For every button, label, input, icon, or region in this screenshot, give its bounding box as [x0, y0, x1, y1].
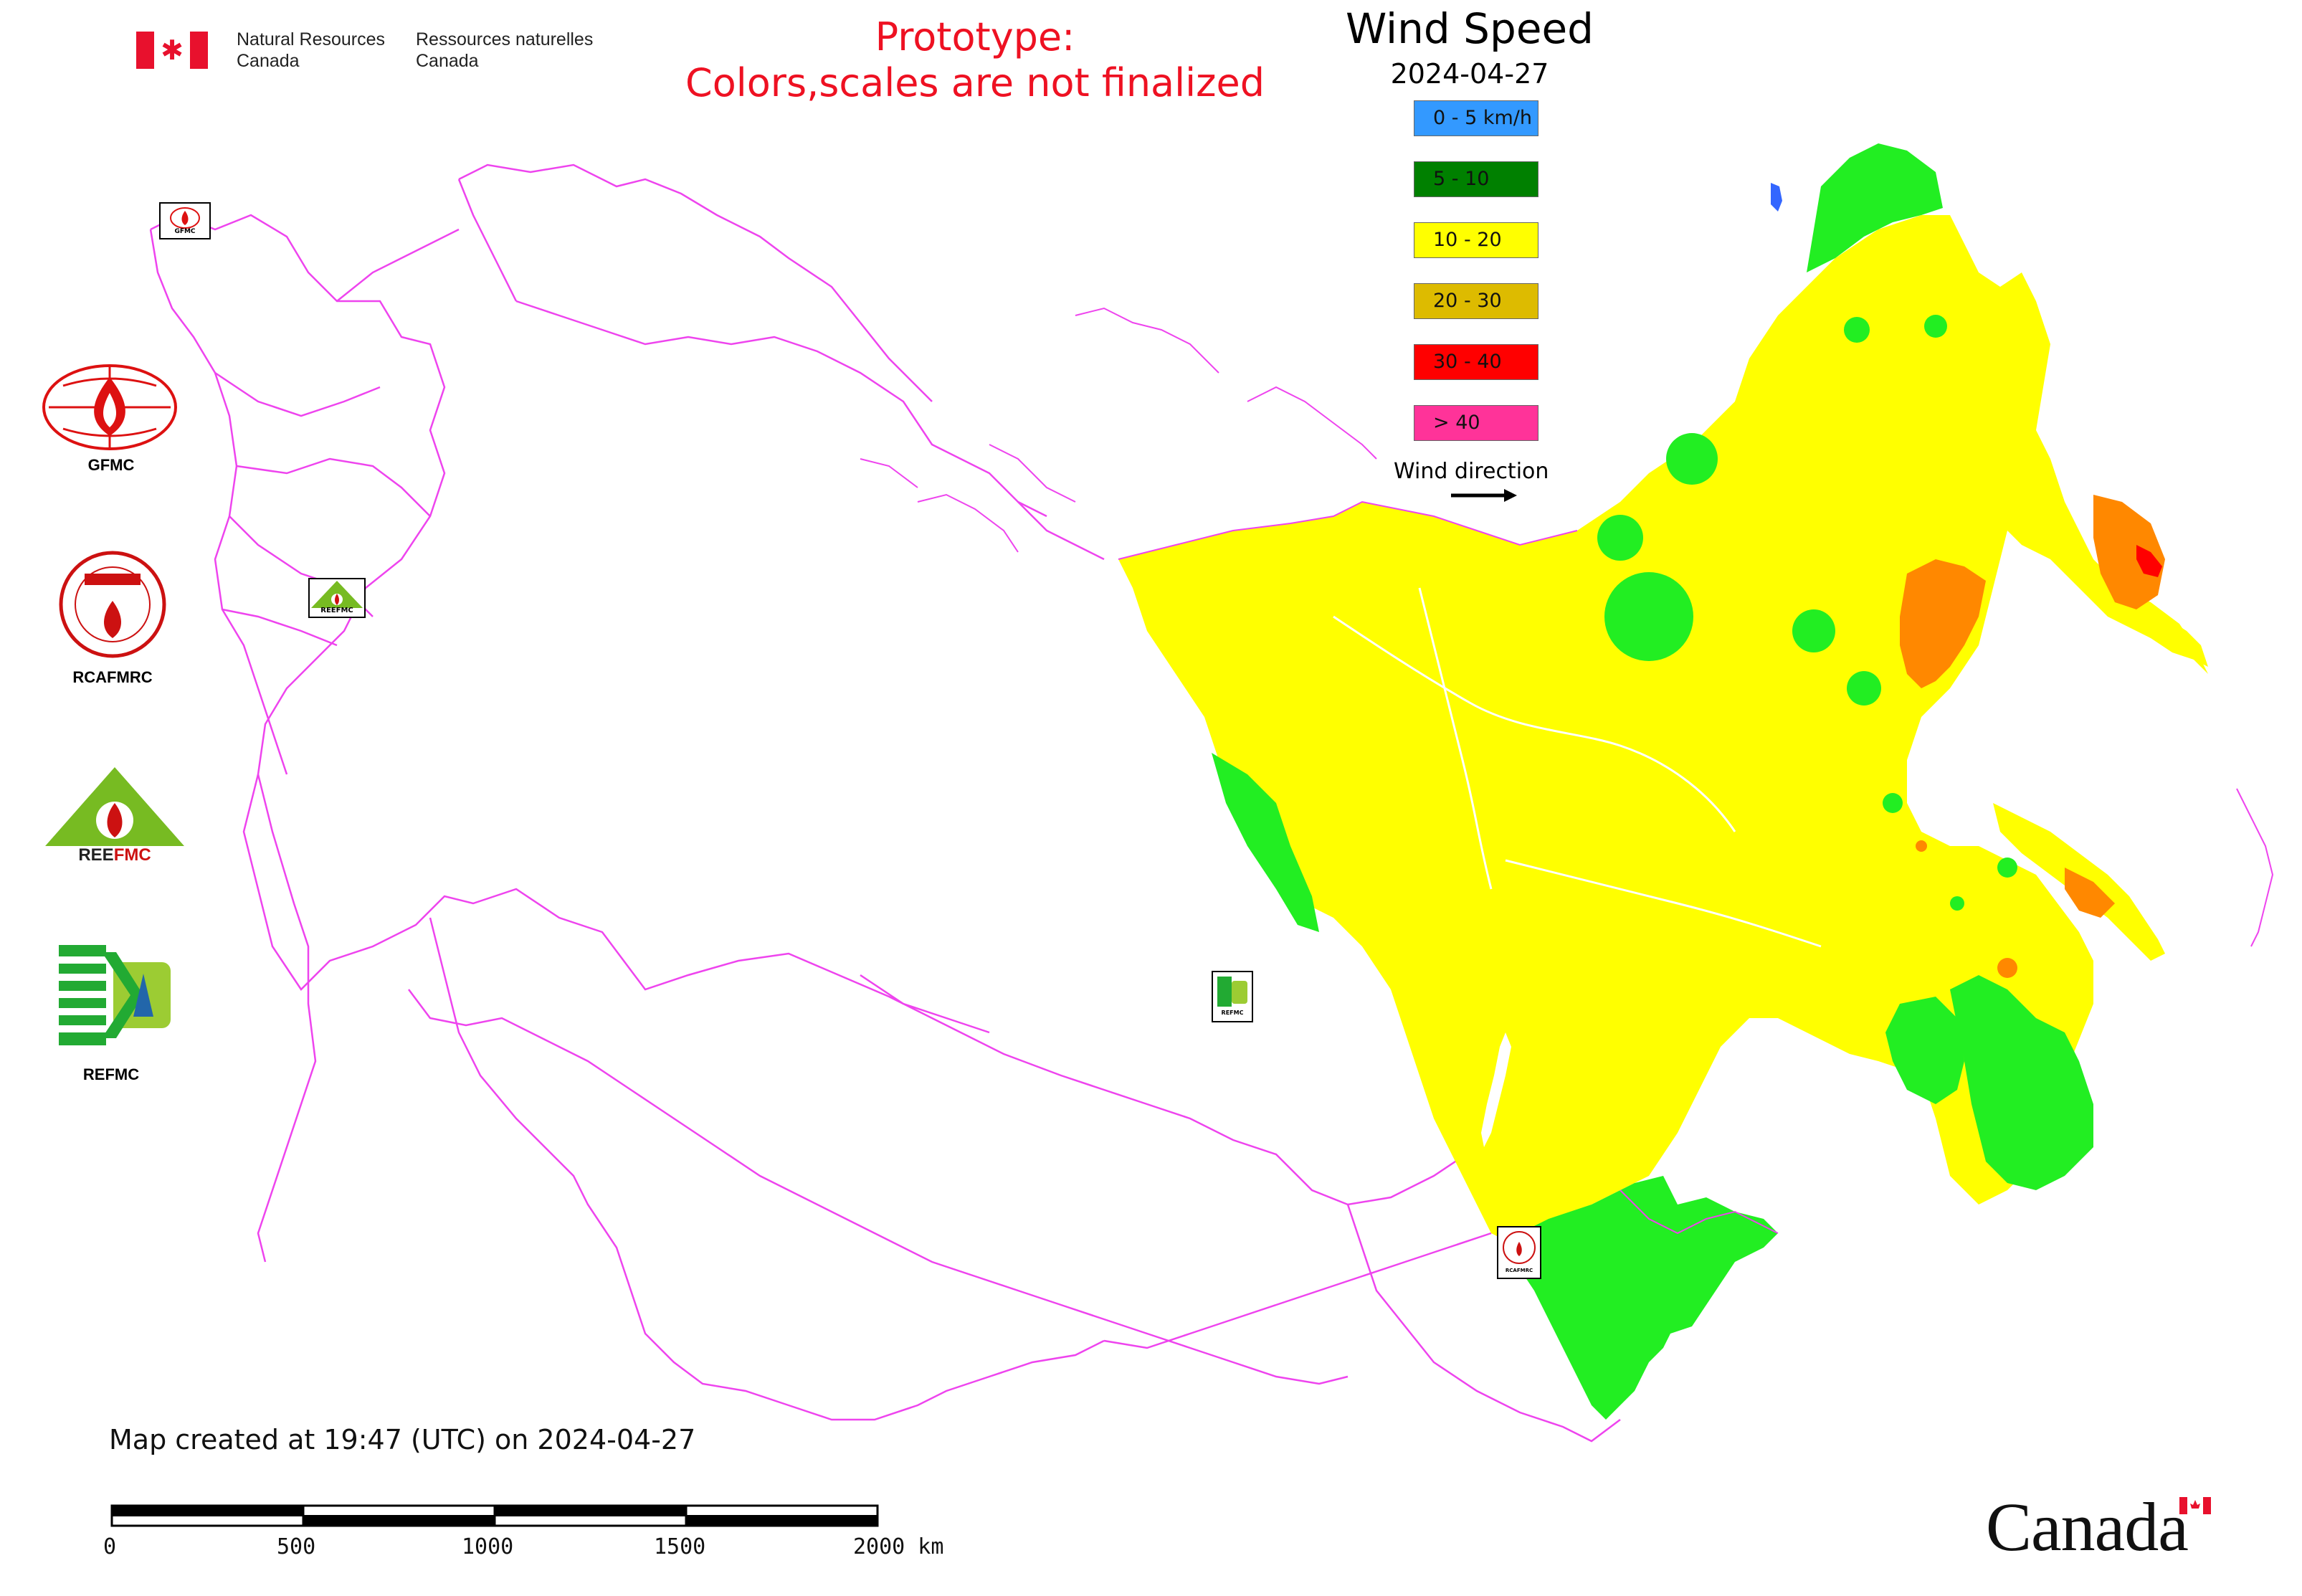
- wind-cell-green: [1924, 315, 1947, 338]
- legend-swatch: 0 - 5 km/h: [1414, 100, 1538, 136]
- wind-zone-5-10-sea: [1950, 975, 2093, 1190]
- refmc-mini-icon: [1217, 977, 1247, 1007]
- reefmc-mini-badge: REEFMC: [308, 578, 366, 618]
- wind-cell-orange: [1916, 840, 1927, 852]
- refmc-mini-badge: REFMC: [1212, 971, 1253, 1022]
- wind-field: [1118, 143, 2208, 1420]
- rcafmrc-mini-icon: [1503, 1231, 1536, 1264]
- country-boundaries: [149, 163, 1621, 1443]
- legend-swatch: 5 - 10: [1414, 161, 1538, 197]
- gfmc-logo: [42, 364, 177, 450]
- rcafmrc-mini-label: RCAFMRC: [1505, 1268, 1533, 1273]
- gfmc-mini-icon: [170, 207, 200, 229]
- wind-zone-10-20: [1118, 215, 2208, 1240]
- legend-swatch: 20 - 30: [1414, 283, 1538, 319]
- map-created-timestamp: Map created at 19:47 (UTC) on 2024-04-27: [109, 1424, 696, 1455]
- gfmc-mini-label: GFMC: [174, 228, 196, 235]
- river: [1418, 587, 1493, 890]
- river: [1333, 615, 1736, 832]
- wordmark-flag-icon: [2179, 1497, 2211, 1514]
- reefmc-logo: REEFMC: [40, 767, 189, 865]
- rcafmrc-logo: [59, 551, 166, 658]
- wind-zone-10-20-east: [1993, 445, 2208, 667]
- wind-cell-green: [1950, 896, 1964, 911]
- scale-tick-label: 2000 km: [853, 1534, 944, 1559]
- refmc-mini-label: REFMC: [1221, 1010, 1244, 1016]
- gfmc-mini-badge: GFMC: [159, 202, 211, 239]
- wind-cell-orange: [1997, 958, 2017, 978]
- coastline: [860, 307, 2274, 1235]
- wind-zone-5-10-coast: [1885, 997, 1964, 1104]
- wind-cell-green: [1792, 609, 1835, 652]
- reefmc-mini-icon: [311, 581, 363, 608]
- svg-text:REEFMC: REEFMC: [78, 845, 151, 865]
- refmc-label: REFMC: [82, 1065, 140, 1083]
- wind-zone-30-40: [2136, 545, 2162, 577]
- wind-zone-5-10-north: [1807, 143, 1943, 272]
- department-name-en: Natural Resources Canada: [237, 29, 386, 71]
- wind-cell-green: [1847, 671, 1881, 706]
- wind-cell-green: [1604, 572, 1693, 661]
- legend-swatch: 10 - 20: [1414, 222, 1538, 258]
- wind-cell-green: [1597, 515, 1643, 561]
- legend-title: Wind Speed: [1345, 4, 1594, 53]
- legend-swatch: > 40: [1414, 405, 1538, 441]
- reefmc-mini-label: REEFMC: [320, 607, 353, 614]
- refmc-logo: [59, 945, 173, 1045]
- canada-wordmark: Canada: [1986, 1488, 2189, 1565]
- legend-date: 2024-04-27: [1390, 58, 1549, 90]
- department-name-fr: Ressources naturelles Canada: [416, 29, 594, 71]
- wind-cell-green: [1883, 793, 1903, 813]
- scale-tick-label: 500: [277, 1534, 316, 1559]
- wind-zone-5-10-south: [1506, 1176, 1778, 1420]
- scale-tick-label: 0: [103, 1534, 117, 1559]
- lake-baikal: [1481, 1032, 1511, 1147]
- scale-bar: [110, 1504, 879, 1527]
- rcafmrc-mini-badge: RCAFMRC: [1497, 1226, 1541, 1279]
- canada-flag-icon: ✱: [136, 32, 208, 69]
- wind-cell-green: [1997, 858, 2017, 878]
- river: [1505, 859, 1822, 948]
- wind-zone-0-5: [1771, 183, 1782, 212]
- wind-cell-green: [1666, 433, 1718, 485]
- wind-cell-green: [1844, 317, 1870, 343]
- scale-tick-label: 1000: [462, 1534, 514, 1559]
- wind-direction-label: Wind direction: [1394, 459, 1549, 484]
- gfmc-label: GFMC: [87, 456, 135, 474]
- wind-zone-20-30: [2093, 495, 2165, 609]
- legend-swatch: 30 - 40: [1414, 344, 1538, 380]
- wind-zone-5-10-west: [1212, 753, 1319, 932]
- scale-tick-label: 1500: [654, 1534, 706, 1559]
- wind-zone-20-30: [2065, 868, 2115, 918]
- prototype-notice: Prototype: Colors,scales are not finaliz…: [685, 14, 1265, 105]
- wind-direction-arrow-icon: [1451, 489, 1517, 502]
- wind-zone-20-30: [1900, 559, 1986, 688]
- rcafmrc-label: RCAFMRC: [72, 668, 153, 686]
